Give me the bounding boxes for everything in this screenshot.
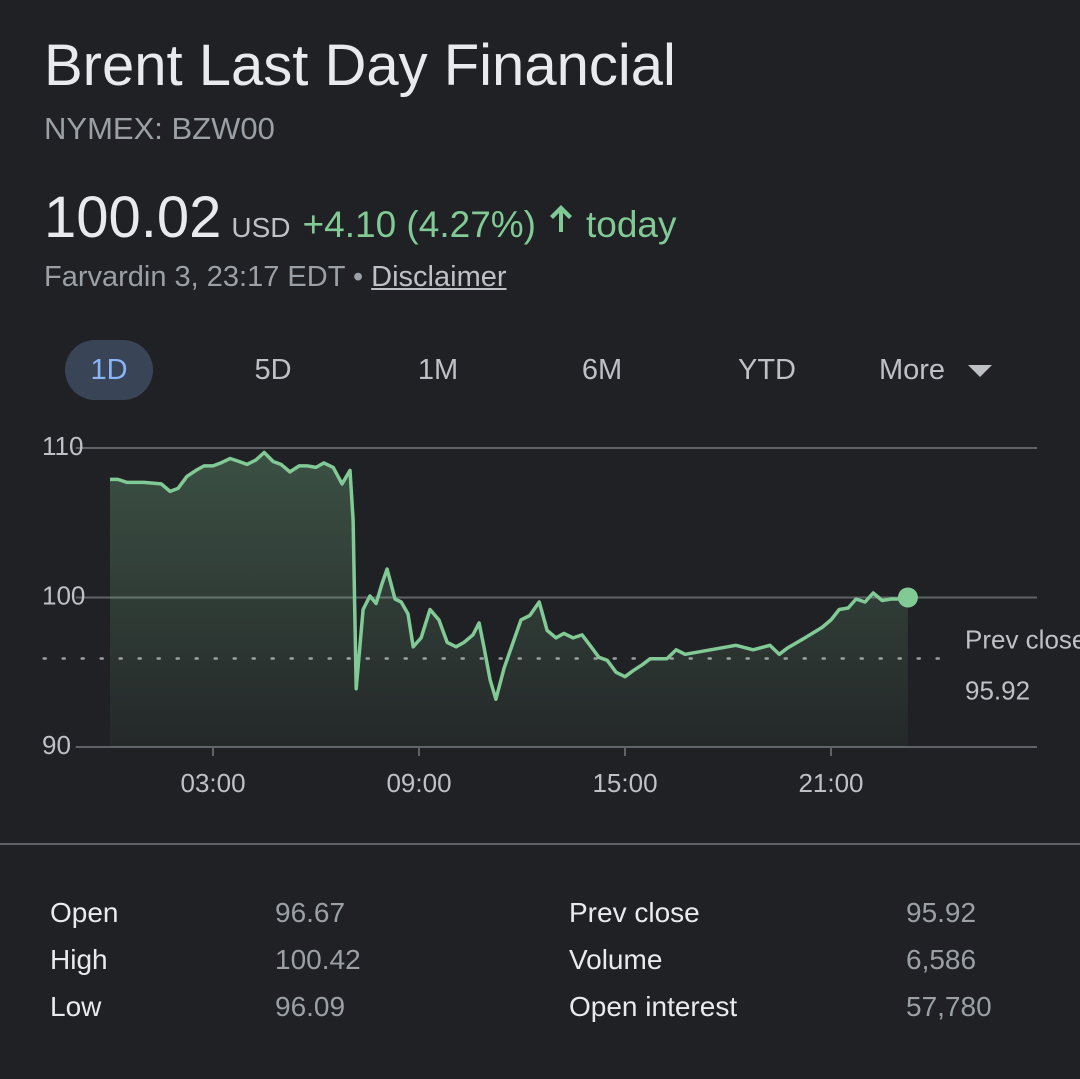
prev-close-value: 95.92 [965,675,1030,705]
stat-value: 100.42 [275,944,361,975]
stat-value: 96.09 [275,991,346,1022]
chart: 90 100 110 03:00 09:00 15:00 21:00 Prev close 95… [42,431,1080,798]
change: +4.10 (4.27%) [302,204,536,245]
separator: • [352,261,364,293]
up-arrow [550,204,572,232]
stat-label: Low [50,991,102,1022]
range-tab[interactable]: YTD [738,354,796,386]
x-tick-label: 03:00 [180,768,245,798]
range-tab[interactable]: 6M [581,354,623,386]
x-tick-label: 15:00 [592,768,657,798]
stat-value: 95.92 [906,897,977,928]
price: 100.02 [44,185,222,250]
y-tick-label: 110 [42,431,83,461]
prev-close-label: Prev close [965,624,1080,654]
stat-value: 96.67 [275,897,346,928]
ticker: NYMEX: BZW00 [44,111,275,146]
y-tick-label: 90 [42,730,71,760]
range-tab[interactable]: 5D [254,354,292,386]
x-tick-label: 09:00 [386,768,451,798]
stat-label: Open interest [569,991,738,1022]
currency: USD [231,212,291,243]
price-line [110,450,909,701]
price-row: 100.02 USD +4.10 (4.27%) today [44,184,677,251]
stat-label: Volume [569,944,663,975]
last-point [897,587,918,608]
title: Brent Last Day Financial [44,33,676,98]
x-tick-label: 21:00 [798,768,863,798]
stat-value: 57,780 [906,991,992,1022]
timestamp-row: Farvardin 3, 23:17 EDT • Disclaimer [44,261,507,294]
disclaimer-link[interactable]: Disclaimer [371,261,507,293]
range-tab[interactable]: 1M [417,354,459,386]
y-tick-label: 100 [42,580,85,610]
range-tab[interactable]: More [878,354,946,386]
area [110,452,908,747]
stat-label: Prev close [569,897,700,928]
range-tab[interactable]: 1D [65,340,153,400]
timestamp: Farvardin 3, 23:17 EDT [44,261,345,293]
period: today [586,204,677,245]
stat-label: Open [50,897,119,928]
stat-label: High [50,944,108,975]
dropdown-icon[interactable] [968,365,992,377]
divider [0,843,1080,845]
stat-value: 6,586 [906,944,977,975]
